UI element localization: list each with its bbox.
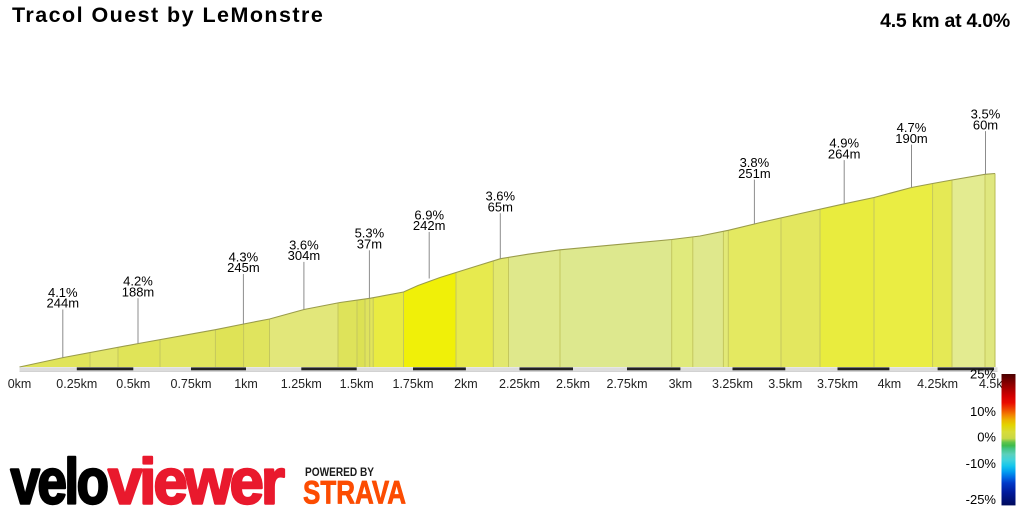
svg-text:viewer: viewer xyxy=(108,446,284,512)
svg-text:10%: 10% xyxy=(970,404,996,419)
svg-text:0.75km: 0.75km xyxy=(171,377,212,391)
svg-text:190m: 190m xyxy=(895,131,928,146)
svg-text:3.25km: 3.25km xyxy=(712,377,753,391)
svg-text:25%: 25% xyxy=(970,367,996,382)
svg-text:264m: 264m xyxy=(828,146,861,161)
svg-text:POWERED BY: POWERED BY xyxy=(305,465,374,479)
svg-text:4.2%: 4.2% xyxy=(123,274,153,289)
svg-text:3.5km: 3.5km xyxy=(768,377,802,391)
svg-text:Tracol Ouest by LeMonstre: Tracol Ouest by LeMonstre xyxy=(12,3,324,27)
svg-text:0%: 0% xyxy=(977,430,996,445)
svg-text:3.6%: 3.6% xyxy=(289,237,319,252)
svg-text:0.25km: 0.25km xyxy=(56,377,97,391)
svg-text:-10%: -10% xyxy=(966,456,997,471)
svg-text:4.25km: 4.25km xyxy=(917,377,958,391)
svg-text:2.25km: 2.25km xyxy=(499,377,540,391)
svg-text:2km: 2km xyxy=(454,377,478,391)
svg-text:3.75km: 3.75km xyxy=(817,377,858,391)
svg-text:1km: 1km xyxy=(234,377,258,391)
svg-text:4.3%: 4.3% xyxy=(229,249,259,264)
svg-text:2.5km: 2.5km xyxy=(556,377,590,391)
svg-text:6.9%: 6.9% xyxy=(414,207,444,222)
svg-text:STRAVA: STRAVA xyxy=(303,475,406,511)
svg-text:3.6%: 3.6% xyxy=(485,189,515,204)
svg-text:60m: 60m xyxy=(973,117,998,132)
svg-text:188m: 188m xyxy=(122,285,155,300)
svg-text:4.9%: 4.9% xyxy=(829,136,859,151)
svg-text:1.25km: 1.25km xyxy=(281,377,322,391)
svg-text:1.5km: 1.5km xyxy=(340,377,374,391)
svg-text:3.5%: 3.5% xyxy=(971,107,1001,122)
svg-text:-25%: -25% xyxy=(966,492,997,507)
svg-text:4.1%: 4.1% xyxy=(48,285,78,300)
svg-text:244m: 244m xyxy=(47,296,80,311)
svg-text:65m: 65m xyxy=(488,199,513,214)
svg-text:242m: 242m xyxy=(413,218,446,233)
svg-text:0km: 0km xyxy=(8,377,32,391)
svg-text:4.5 km at 4.0%: 4.5 km at 4.0% xyxy=(880,10,1010,32)
svg-text:3km: 3km xyxy=(669,377,693,391)
svg-text:2.75km: 2.75km xyxy=(607,377,648,391)
svg-text:251m: 251m xyxy=(738,166,771,181)
svg-text:1.75km: 1.75km xyxy=(393,377,434,391)
svg-text:304m: 304m xyxy=(288,248,321,263)
svg-text:velo: velo xyxy=(11,446,108,512)
svg-text:245m: 245m xyxy=(227,260,260,275)
svg-text:5.3%: 5.3% xyxy=(355,226,385,241)
svg-text:3.8%: 3.8% xyxy=(740,155,770,170)
svg-text:0.5km: 0.5km xyxy=(116,377,150,391)
svg-text:37m: 37m xyxy=(357,237,382,252)
svg-text:4km: 4km xyxy=(878,377,902,391)
svg-text:4.7%: 4.7% xyxy=(897,120,927,135)
